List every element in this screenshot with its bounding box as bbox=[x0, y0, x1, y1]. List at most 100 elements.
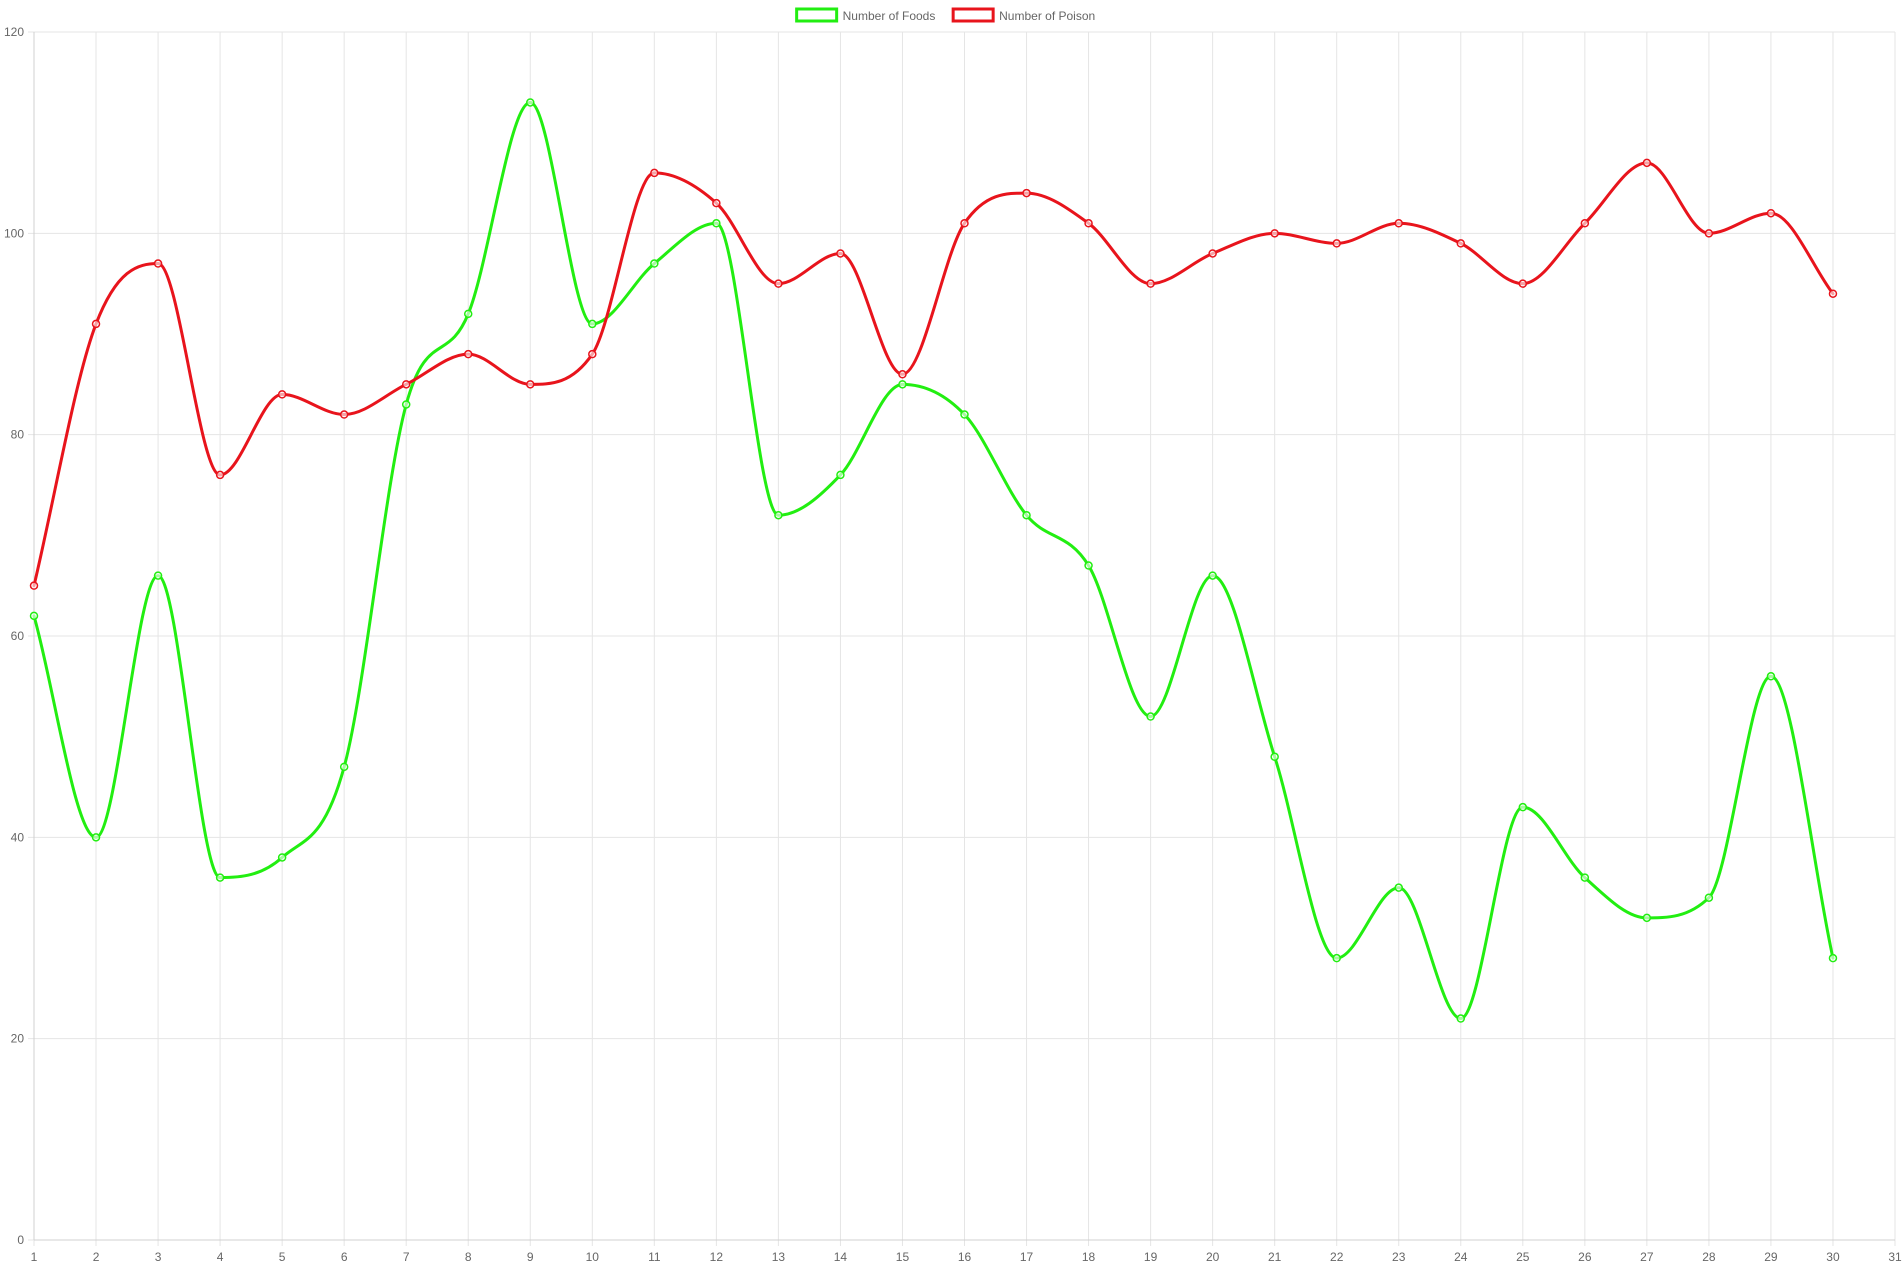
x-tick-label: 8 bbox=[465, 1250, 472, 1264]
data-point-number-of-poison[interactable] bbox=[1332, 239, 1341, 248]
x-tick-label: 22 bbox=[1330, 1250, 1344, 1264]
series-number-of-foods bbox=[29, 98, 1838, 1023]
data-point-number-of-foods[interactable] bbox=[960, 410, 969, 419]
legend-item-number-of-foods[interactable]: Number of Foods bbox=[795, 7, 936, 23]
data-point-number-of-poison[interactable] bbox=[960, 219, 969, 228]
axes: 1 2 3 4 5 6 7 8 9 10 11 12 13 14 15 16 17 18 19 20 21 22 23 24 2… bbox=[4, 25, 1902, 1264]
x-tick-label: 9 bbox=[527, 1250, 534, 1264]
data-point-number-of-poison[interactable] bbox=[836, 249, 845, 258]
y-tick-label: 80 bbox=[11, 428, 25, 442]
data-point-number-of-poison[interactable] bbox=[215, 470, 225, 480]
data-point-number-of-foods[interactable] bbox=[1270, 752, 1279, 762]
data-point-number-of-foods[interactable] bbox=[153, 571, 163, 580]
data-point-number-of-poison[interactable] bbox=[1642, 158, 1652, 168]
grid-lines bbox=[28, 31, 1896, 1246]
y-tick-label: 120 bbox=[4, 25, 24, 39]
data-point-number-of-poison[interactable] bbox=[463, 349, 473, 359]
data-point-number-of-foods[interactable] bbox=[1456, 1014, 1466, 1023]
data-point-number-of-poison[interactable] bbox=[91, 319, 101, 329]
x-tick-label: 4 bbox=[217, 1250, 224, 1264]
x-tick-label: 29 bbox=[1764, 1250, 1778, 1264]
x-tick-label: 14 bbox=[834, 1250, 848, 1264]
x-tick-label: 6 bbox=[341, 1250, 348, 1264]
legend-swatch bbox=[951, 7, 995, 23]
data-point-number-of-poison[interactable] bbox=[1394, 219, 1403, 228]
data-point-number-of-poison[interactable] bbox=[29, 581, 39, 590]
data-point-number-of-poison[interactable] bbox=[774, 279, 783, 288]
data-point-number-of-foods[interactable] bbox=[1022, 510, 1031, 520]
data-point-number-of-poison[interactable] bbox=[339, 410, 349, 419]
data-point-number-of-foods[interactable] bbox=[526, 98, 535, 107]
series-line-number-of-poison bbox=[32, 161, 1835, 588]
data-point-number-of-poison[interactable] bbox=[650, 168, 659, 178]
series-lines bbox=[29, 98, 1838, 1023]
x-tick-label: 17 bbox=[1020, 1250, 1034, 1264]
data-point-number-of-poison[interactable] bbox=[1208, 249, 1217, 258]
x-tick-label: 30 bbox=[1826, 1250, 1840, 1264]
data-point-number-of-poison[interactable] bbox=[401, 380, 411, 389]
data-point-number-of-foods[interactable] bbox=[1766, 672, 1776, 681]
x-tick-label: 7 bbox=[403, 1250, 410, 1264]
y-tick-label: 40 bbox=[11, 830, 25, 844]
x-tick-label: 18 bbox=[1082, 1250, 1096, 1264]
x-tick-label: 12 bbox=[710, 1250, 724, 1264]
y-tick-label: 60 bbox=[11, 629, 25, 643]
x-tick-label: 23 bbox=[1392, 1250, 1406, 1264]
data-point-number-of-foods[interactable] bbox=[277, 853, 287, 862]
data-point-number-of-poison[interactable] bbox=[898, 370, 907, 379]
data-point-number-of-poison[interactable] bbox=[526, 380, 535, 389]
legend[interactable]: Number of Foods Number of Poison bbox=[795, 7, 1096, 23]
data-point-number-of-foods[interactable] bbox=[29, 611, 39, 621]
data-point-number-of-foods[interactable] bbox=[712, 219, 721, 228]
data-point-number-of-poison[interactable] bbox=[712, 198, 721, 208]
data-point-number-of-foods[interactable] bbox=[1332, 953, 1341, 963]
legend-label: Number of Poison bbox=[999, 9, 1095, 23]
x-tick-label: 28 bbox=[1702, 1250, 1716, 1264]
x-tick-label: 16 bbox=[958, 1250, 972, 1264]
data-point-number-of-foods[interactable] bbox=[1580, 873, 1590, 882]
legend-item-number-of-poison[interactable]: Number of Poison bbox=[951, 7, 1095, 23]
data-point-number-of-poison[interactable] bbox=[277, 390, 287, 399]
data-point-number-of-foods[interactable] bbox=[1704, 893, 1714, 902]
data-point-number-of-foods[interactable] bbox=[463, 309, 473, 319]
data-point-number-of-foods[interactable] bbox=[1084, 561, 1093, 570]
data-point-number-of-poison[interactable] bbox=[1146, 279, 1155, 288]
data-point-number-of-poison[interactable] bbox=[1022, 188, 1031, 198]
x-tick-label: 11 bbox=[648, 1250, 661, 1264]
data-point-number-of-foods[interactable] bbox=[401, 400, 411, 409]
data-point-number-of-poison[interactable] bbox=[1518, 279, 1528, 288]
data-point-number-of-poison[interactable] bbox=[1084, 219, 1093, 228]
data-point-number-of-foods[interactable] bbox=[1394, 883, 1403, 892]
x-tick-label: 10 bbox=[586, 1250, 600, 1264]
y-tick-label: 100 bbox=[4, 226, 24, 240]
data-point-number-of-foods[interactable] bbox=[1208, 571, 1217, 580]
data-point-number-of-poison[interactable] bbox=[1828, 289, 1838, 298]
data-point-number-of-foods[interactable] bbox=[898, 380, 907, 389]
data-point-number-of-foods[interactable] bbox=[774, 510, 783, 520]
x-tick-label: 24 bbox=[1454, 1250, 1468, 1264]
data-point-number-of-foods[interactable] bbox=[339, 762, 349, 772]
data-point-number-of-foods[interactable] bbox=[215, 873, 225, 882]
data-point-number-of-foods[interactable] bbox=[836, 470, 845, 480]
data-point-number-of-poison[interactable] bbox=[1766, 208, 1776, 218]
data-point-number-of-poison[interactable] bbox=[153, 259, 163, 268]
data-point-number-of-foods[interactable] bbox=[650, 259, 659, 268]
data-point-number-of-poison[interactable] bbox=[1270, 229, 1279, 238]
data-point-number-of-poison[interactable] bbox=[1456, 239, 1466, 248]
data-point-number-of-poison[interactable] bbox=[1704, 229, 1714, 238]
x-tick-label: 25 bbox=[1516, 1250, 1530, 1264]
data-point-number-of-poison[interactable] bbox=[1580, 219, 1590, 228]
data-point-number-of-foods[interactable] bbox=[91, 833, 101, 842]
data-point-number-of-foods[interactable] bbox=[1146, 712, 1155, 721]
x-tick-label: 19 bbox=[1144, 1250, 1158, 1264]
data-point-number-of-foods[interactable] bbox=[1642, 913, 1652, 923]
data-point-number-of-foods[interactable] bbox=[1518, 802, 1528, 812]
data-point-number-of-foods[interactable] bbox=[1828, 953, 1838, 963]
data-point-number-of-poison[interactable] bbox=[588, 349, 597, 359]
x-tick-label: 13 bbox=[772, 1250, 786, 1264]
data-point-number-of-foods[interactable] bbox=[588, 319, 597, 329]
y-tick-label: 20 bbox=[11, 1032, 25, 1046]
x-tick-label: 2 bbox=[93, 1250, 100, 1264]
